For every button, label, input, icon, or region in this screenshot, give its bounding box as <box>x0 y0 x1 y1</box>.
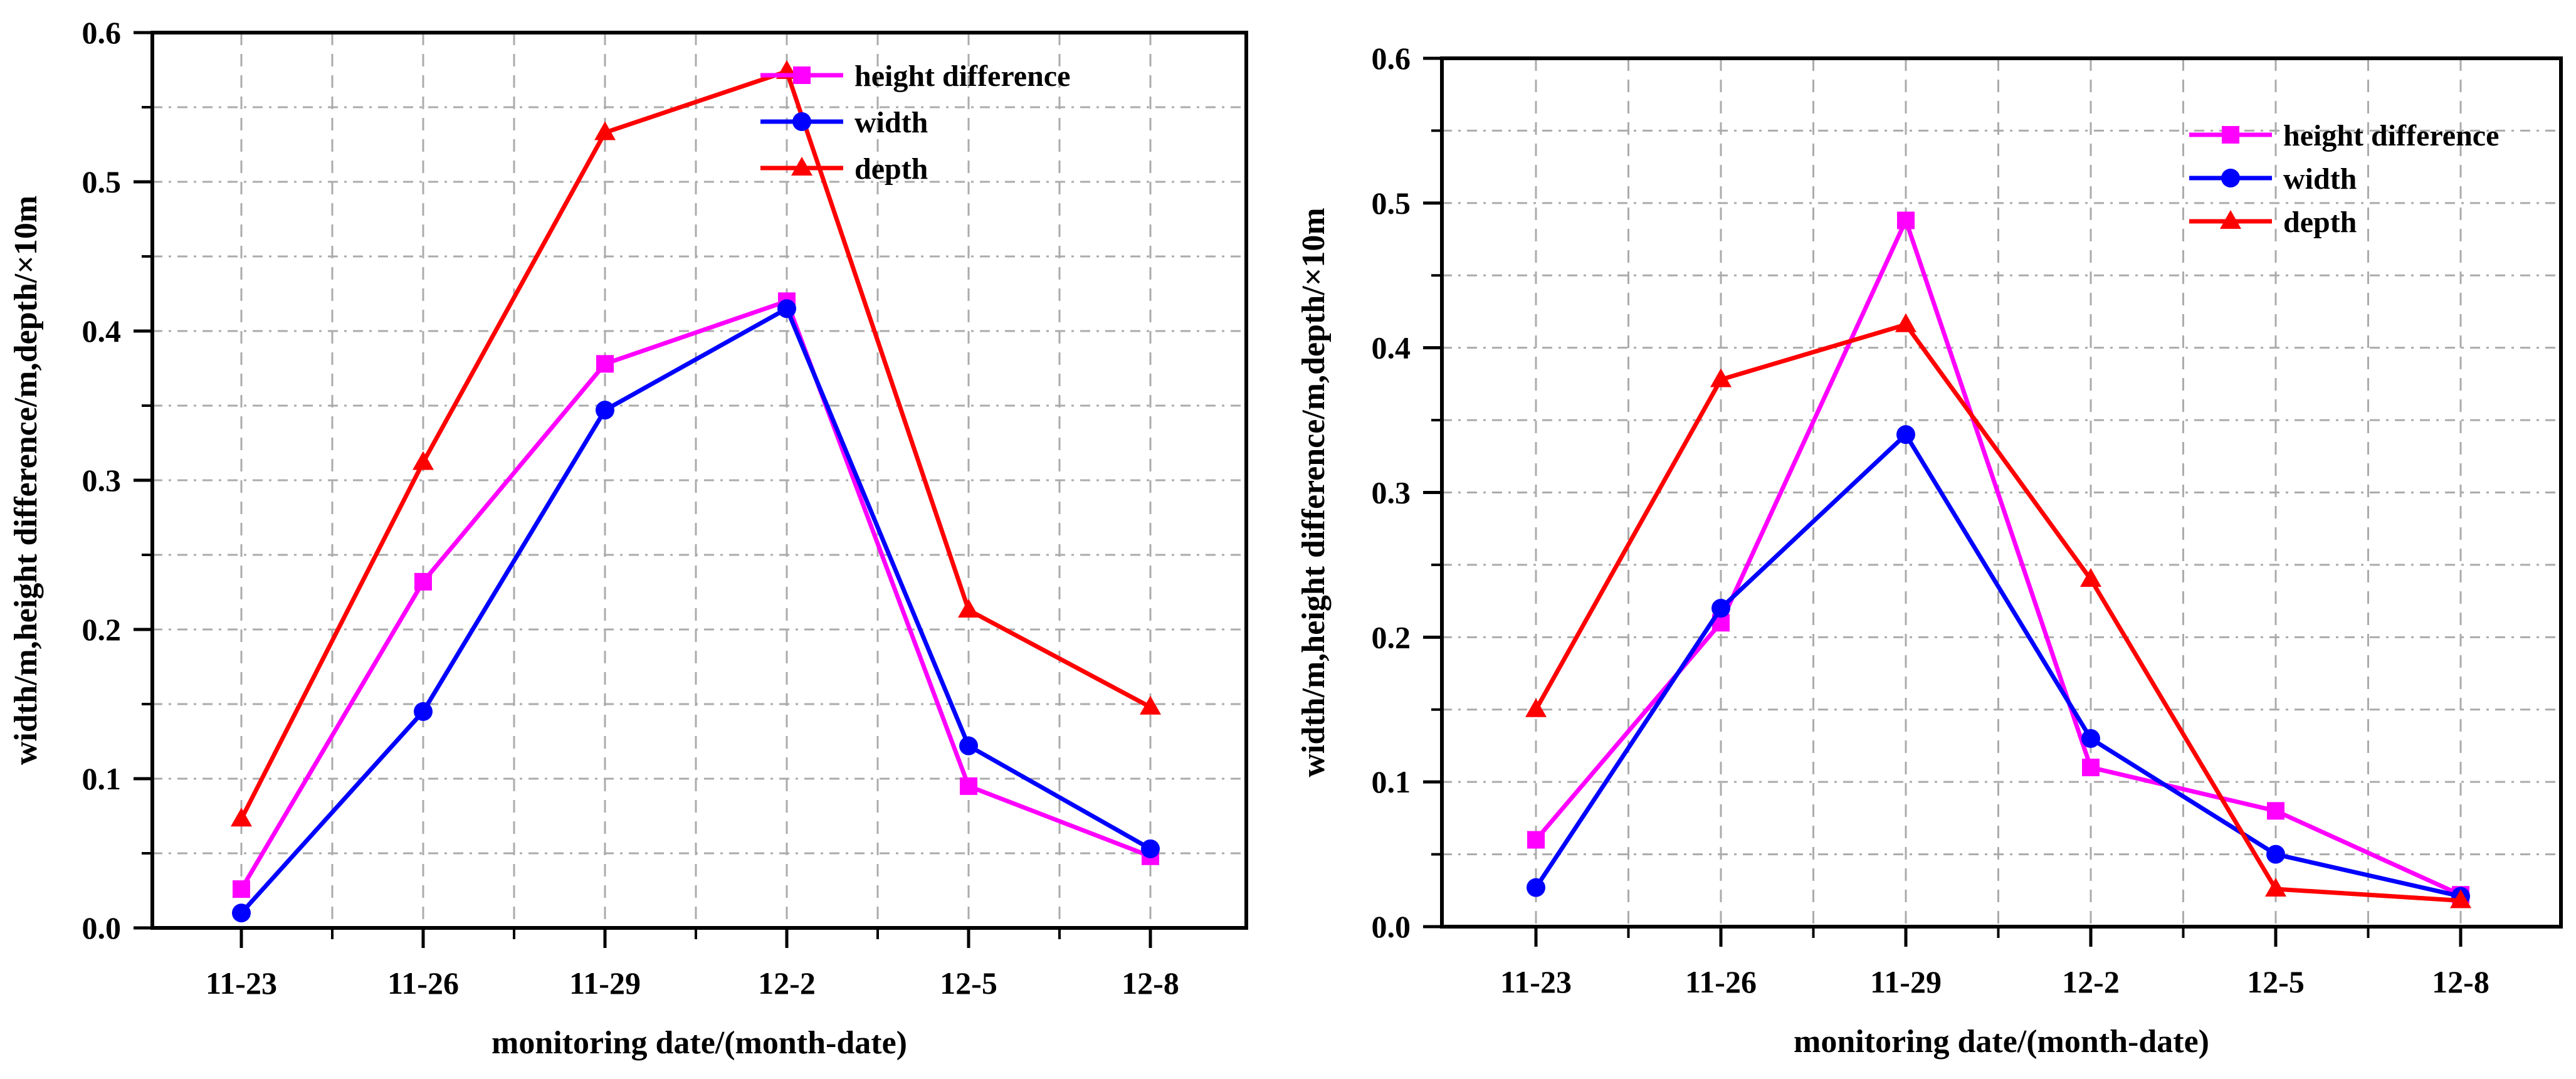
y-axis-title: width/m,height difference/m,depth/×10m <box>1296 208 1332 777</box>
triangle-marker <box>594 121 616 140</box>
square-marker <box>414 572 432 591</box>
series-line <box>239 306 1152 915</box>
triangle-marker <box>1525 698 1547 717</box>
triangle-marker <box>791 157 812 176</box>
circle-marker <box>1141 839 1160 858</box>
x-tick-label: 11-23 <box>1500 964 1572 999</box>
right-chart: 0.0 0.1 0.2 0.3 0.4 0.5 0.6 11-23 11-26 11-29 12-2… <box>1296 41 2563 1060</box>
y-tick-label: 0.2 <box>1372 619 1411 655</box>
square-marker <box>960 777 977 795</box>
circle-marker <box>2266 845 2285 864</box>
y-tick-label: 0.6 <box>1372 41 1411 76</box>
x-tick-label: 11-26 <box>387 966 459 1001</box>
square-marker <box>2267 802 2284 820</box>
circle-marker <box>414 702 433 721</box>
circle-marker <box>792 112 811 131</box>
square-marker <box>1527 831 1545 849</box>
x-axis-title: monitoring date/(month-date) <box>1794 1024 2209 1060</box>
legend-label: width <box>854 106 928 139</box>
y-tick-label: 0.1 <box>1372 764 1411 799</box>
y-tick-label: 0.0 <box>82 910 122 945</box>
y-tick-label: 0.5 <box>82 164 122 199</box>
series-width <box>1527 425 2470 906</box>
circle-marker <box>2221 169 2240 187</box>
x-tick-label: 12-5 <box>2247 964 2305 999</box>
square-marker <box>1897 211 1915 229</box>
left-chart: 0.0 0.1 0.2 0.3 0.4 0.5 0.6 11-23 11-26 11-29 12-2… <box>8 15 1248 1061</box>
x-tick-label: 12-8 <box>1122 966 1179 1001</box>
x-tick-label: 11-26 <box>1685 964 1757 999</box>
triangle-marker <box>1710 368 1732 387</box>
triangle-marker <box>231 808 252 827</box>
x-axis-title: monitoring date/(month-date) <box>492 1025 907 1061</box>
y-tick-label: 0.5 <box>1372 186 1411 221</box>
y-tick-label: 0.4 <box>82 313 122 349</box>
y-axis-title: width/m,height difference/m,depth/×10m <box>8 196 44 765</box>
circle-marker <box>777 299 796 318</box>
y-tick-label: 0.3 <box>82 463 122 498</box>
triangle-marker <box>2080 568 2101 587</box>
series-depth <box>1525 313 2471 908</box>
triangle-marker <box>1140 695 1161 715</box>
series-line <box>239 298 1152 890</box>
circle-marker <box>596 401 614 420</box>
square-marker <box>2222 126 2239 144</box>
series-line <box>1533 322 2461 903</box>
legend-label: depth <box>854 152 928 186</box>
legend-label: height difference <box>854 60 1070 93</box>
x-tick-label: 11-23 <box>206 966 277 1001</box>
y-tick-label: 0.0 <box>1372 909 1411 944</box>
triangle-marker <box>413 451 434 470</box>
x-tick-label: 12-2 <box>758 966 816 1001</box>
series-line <box>1534 218 2462 897</box>
circle-marker <box>232 903 251 923</box>
y-tick-label: 0.3 <box>1372 475 1411 510</box>
triangle-marker <box>2450 889 2471 908</box>
triangle-marker <box>2220 210 2241 229</box>
x-tick-label: 12-8 <box>2432 964 2489 999</box>
legend: height difference width depth <box>760 60 1070 186</box>
circle-marker <box>1896 425 1915 445</box>
legend-label: width <box>2283 162 2357 196</box>
circle-marker <box>1711 599 1730 618</box>
legend-label: depth <box>2283 206 2357 239</box>
series-line <box>1534 432 2461 898</box>
y-tick-label: 0.4 <box>1372 330 1411 366</box>
y-tick-label: 0.6 <box>82 15 122 50</box>
y-tick-label: 0.2 <box>82 612 122 647</box>
triangle-marker <box>958 599 979 618</box>
x-tick-label: 11-29 <box>1870 964 1942 999</box>
square-marker <box>233 880 250 898</box>
triangle-marker <box>1895 313 1916 332</box>
series-width <box>232 299 1160 923</box>
legend-label: height difference <box>2283 119 2499 152</box>
square-marker <box>2082 759 2100 777</box>
legend: height difference width depth <box>2189 119 2499 239</box>
circle-marker <box>1527 878 1545 897</box>
circle-marker <box>2081 729 2100 748</box>
x-tick-label: 11-29 <box>569 966 641 1001</box>
x-tick-label: 12-5 <box>940 966 997 1001</box>
y-tick-label: 0.1 <box>82 761 122 796</box>
square-marker <box>793 66 811 84</box>
series-line <box>239 69 1152 820</box>
triangle-marker <box>2265 877 2286 897</box>
circle-marker <box>959 736 978 755</box>
square-marker <box>596 355 614 373</box>
x-tick-label: 12-2 <box>2062 964 2120 999</box>
